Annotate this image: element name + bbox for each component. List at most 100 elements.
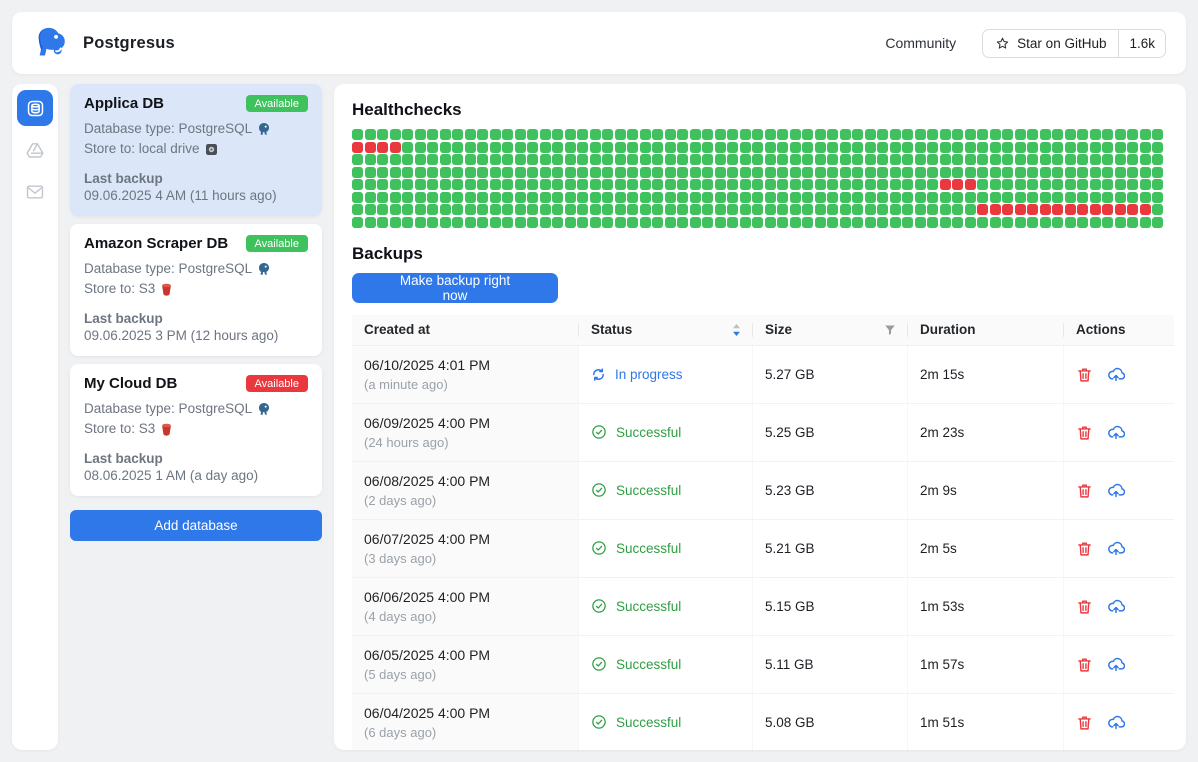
healthcheck-cell xyxy=(764,204,776,215)
healthcheck-cell xyxy=(1039,179,1051,190)
size-cell: 5.27 GB xyxy=(753,345,908,403)
healthcheck-cell xyxy=(814,191,826,203)
healthcheck-cell xyxy=(1152,129,1163,140)
healthcheck-cell xyxy=(589,191,601,203)
healthcheck-cell xyxy=(552,216,563,228)
rail-item-notifications[interactable] xyxy=(17,174,53,210)
healthcheck-cell xyxy=(527,129,538,140)
last-backup-label: Last backup xyxy=(84,171,163,186)
delete-backup-button[interactable] xyxy=(1076,540,1093,557)
healthcheck-cell xyxy=(664,191,676,203)
healthcheck-cell xyxy=(377,154,388,165)
star-on-github-button[interactable]: Star on GitHub xyxy=(983,30,1118,57)
healthcheck-cell xyxy=(402,154,413,165)
healthcheck-cell xyxy=(689,191,701,203)
rail-item-databases[interactable] xyxy=(17,90,53,126)
healthcheck-cell xyxy=(689,129,701,140)
healthcheck-cell xyxy=(752,191,763,203)
database-card[interactable]: My Cloud DB Available Database type: Postg… xyxy=(70,364,322,496)
healthcheck-cell xyxy=(827,154,838,165)
healthcheck-cell xyxy=(577,129,588,140)
healthcheck-cell xyxy=(802,216,813,228)
community-link[interactable]: Community xyxy=(885,35,957,51)
healthcheck-cell xyxy=(839,141,851,153)
database-card[interactable]: Amazon Scraper DB Available Database type:… xyxy=(70,224,322,356)
healthcheck-cell xyxy=(802,129,813,140)
healthcheck-cell xyxy=(439,179,451,190)
healthcheck-cell xyxy=(764,129,776,140)
upload-backup-button[interactable] xyxy=(1107,365,1125,383)
healthcheck-cell xyxy=(477,166,488,178)
healthcheck-cell xyxy=(714,141,726,153)
healthcheck-cell xyxy=(752,204,763,215)
healthcheck-cell xyxy=(464,166,476,178)
status-cell: Successful xyxy=(579,461,753,519)
healthcheck-cell xyxy=(727,141,738,153)
healthcheck-cell xyxy=(1064,141,1076,153)
healthcheck-cell xyxy=(802,141,813,153)
upload-backup-button[interactable] xyxy=(1107,481,1125,499)
upload-backup-button[interactable] xyxy=(1107,423,1125,441)
upload-backup-button[interactable] xyxy=(1107,655,1125,673)
add-database-button[interactable]: Add database xyxy=(70,510,322,541)
healthcheck-cell xyxy=(839,154,851,165)
healthcheck-cell xyxy=(877,204,888,215)
delete-backup-button[interactable] xyxy=(1076,714,1093,731)
healthcheck-cell xyxy=(502,141,513,153)
healthcheck-cell xyxy=(514,166,526,178)
healthcheck-cell xyxy=(352,191,363,203)
healthcheck-cell xyxy=(652,216,663,228)
healthcheck-cell xyxy=(952,204,963,215)
healthcheck-cell xyxy=(752,179,763,190)
postgresql-elephant-icon xyxy=(257,262,271,276)
column-header-size[interactable]: Size xyxy=(753,315,908,345)
delete-backup-button[interactable] xyxy=(1076,424,1093,441)
healthcheck-cell xyxy=(852,191,863,203)
healthcheck-cell xyxy=(777,141,788,153)
delete-backup-button[interactable] xyxy=(1076,366,1093,383)
healthcheck-cell xyxy=(1002,166,1013,178)
healthcheck-cell xyxy=(1014,154,1026,165)
healthcheck-cell xyxy=(1064,166,1076,178)
github-star-count[interactable]: 1.6k xyxy=(1118,29,1165,57)
actions-cell xyxy=(1064,462,1174,519)
size-cell: 5.23 GB xyxy=(753,461,908,519)
delete-backup-button[interactable] xyxy=(1076,598,1093,615)
healthcheck-cell xyxy=(427,191,438,203)
nav-rail xyxy=(12,84,58,750)
healthcheck-cell xyxy=(602,179,613,190)
healthcheck-cell xyxy=(764,216,776,228)
healthcheck-cell xyxy=(977,141,988,153)
column-header-status[interactable]: Status xyxy=(579,315,753,345)
status-badge: Available xyxy=(245,235,308,252)
healthcheck-cell xyxy=(1152,191,1163,203)
healthcheck-cell xyxy=(1127,129,1138,140)
last-backup-label: Last backup xyxy=(84,451,163,466)
size-cell: 5.11 GB xyxy=(753,635,908,693)
database-card[interactable]: Applica DB Available Database type: Postgr… xyxy=(70,84,322,216)
filter-icon xyxy=(884,324,896,336)
upload-backup-button[interactable] xyxy=(1107,597,1125,615)
healthcheck-cell xyxy=(802,166,813,178)
healthcheck-cell xyxy=(639,179,651,190)
status-cell: In progress xyxy=(579,345,753,403)
healthcheck-cell xyxy=(777,154,788,165)
make-backup-button[interactable]: Make backup right now xyxy=(352,272,558,303)
healthcheck-cell xyxy=(827,141,838,153)
healthcheck-cell xyxy=(389,129,401,140)
delete-backup-button[interactable] xyxy=(1076,482,1093,499)
healthcheck-cell xyxy=(914,154,926,165)
delete-backup-button[interactable] xyxy=(1076,656,1093,673)
healthcheck-cell xyxy=(889,129,901,140)
upload-backup-button[interactable] xyxy=(1107,713,1125,731)
healthcheck-cell xyxy=(902,204,913,215)
healthcheck-cell xyxy=(927,166,938,178)
healthcheck-cell xyxy=(514,204,526,215)
upload-backup-button[interactable] xyxy=(1107,539,1125,557)
rail-item-storage[interactable] xyxy=(17,132,53,168)
healthcheck-cell xyxy=(789,216,801,228)
healthcheck-cell xyxy=(414,179,426,190)
healthcheck-cell xyxy=(1014,141,1026,153)
status-cell: Successful xyxy=(579,519,753,577)
github-star-group: Star on GitHub 1.6k xyxy=(982,28,1166,58)
